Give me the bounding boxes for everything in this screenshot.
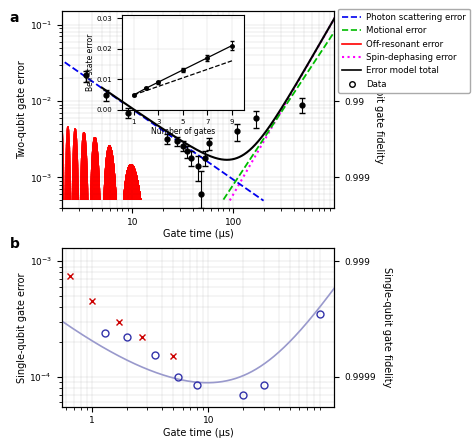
- X-axis label: Gate time (μs): Gate time (μs): [163, 229, 233, 239]
- X-axis label: Gate time (μs): Gate time (μs): [163, 428, 233, 438]
- Y-axis label: Two-qubit gate error: Two-qubit gate error: [17, 60, 27, 159]
- Text: b: b: [10, 237, 20, 251]
- Legend: Photon scattering error, Motional error, Off-resonant error, Spin-dephasing erro: Photon scattering error, Motional error,…: [338, 9, 470, 93]
- Y-axis label: Single-qubit gate error: Single-qubit gate error: [17, 272, 27, 383]
- Y-axis label: Two-qubit gate fidelity: Two-qubit gate fidelity: [374, 55, 383, 164]
- Text: a: a: [10, 11, 19, 25]
- Y-axis label: Single-qubit gate fidelity: Single-qubit gate fidelity: [382, 267, 392, 388]
